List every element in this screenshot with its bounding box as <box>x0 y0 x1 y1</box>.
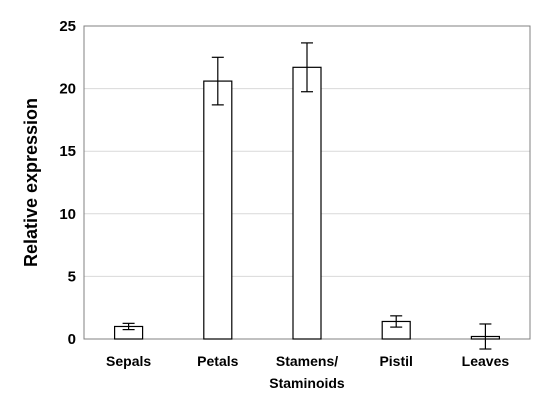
error-bar <box>122 322 135 331</box>
x-category-label: Stamens/ <box>276 353 338 369</box>
x-category-label: Sepals <box>106 353 151 369</box>
bars <box>113 66 500 340</box>
error-bar <box>390 315 403 328</box>
y-tick-label: 15 <box>59 143 76 160</box>
error-bars <box>122 42 492 350</box>
x-category-label: Staminoids <box>269 375 345 391</box>
y-tick-label: 0 <box>68 331 76 348</box>
x-category-label: Leaves <box>462 353 510 369</box>
y-tick-label: 10 <box>59 206 76 223</box>
y-tick-label: 5 <box>68 268 76 285</box>
y-axis-title: Relative expression <box>21 98 41 267</box>
bar <box>292 66 322 340</box>
x-category-labels: Sepals Petals Stamens/Staminoids Pistil Leav… <box>106 353 509 391</box>
x-category-label: Pistil <box>379 353 412 369</box>
y-tick-label: 25 <box>59 18 76 35</box>
y-tick-labels: 0 5 10 15 20 25 <box>59 18 76 348</box>
x-category-label: Petals <box>197 353 238 369</box>
error-bar <box>479 323 492 350</box>
bar <box>203 80 233 340</box>
error-bar <box>211 56 224 106</box>
y-tick-label: 20 <box>59 81 76 98</box>
error-bar <box>301 42 313 93</box>
